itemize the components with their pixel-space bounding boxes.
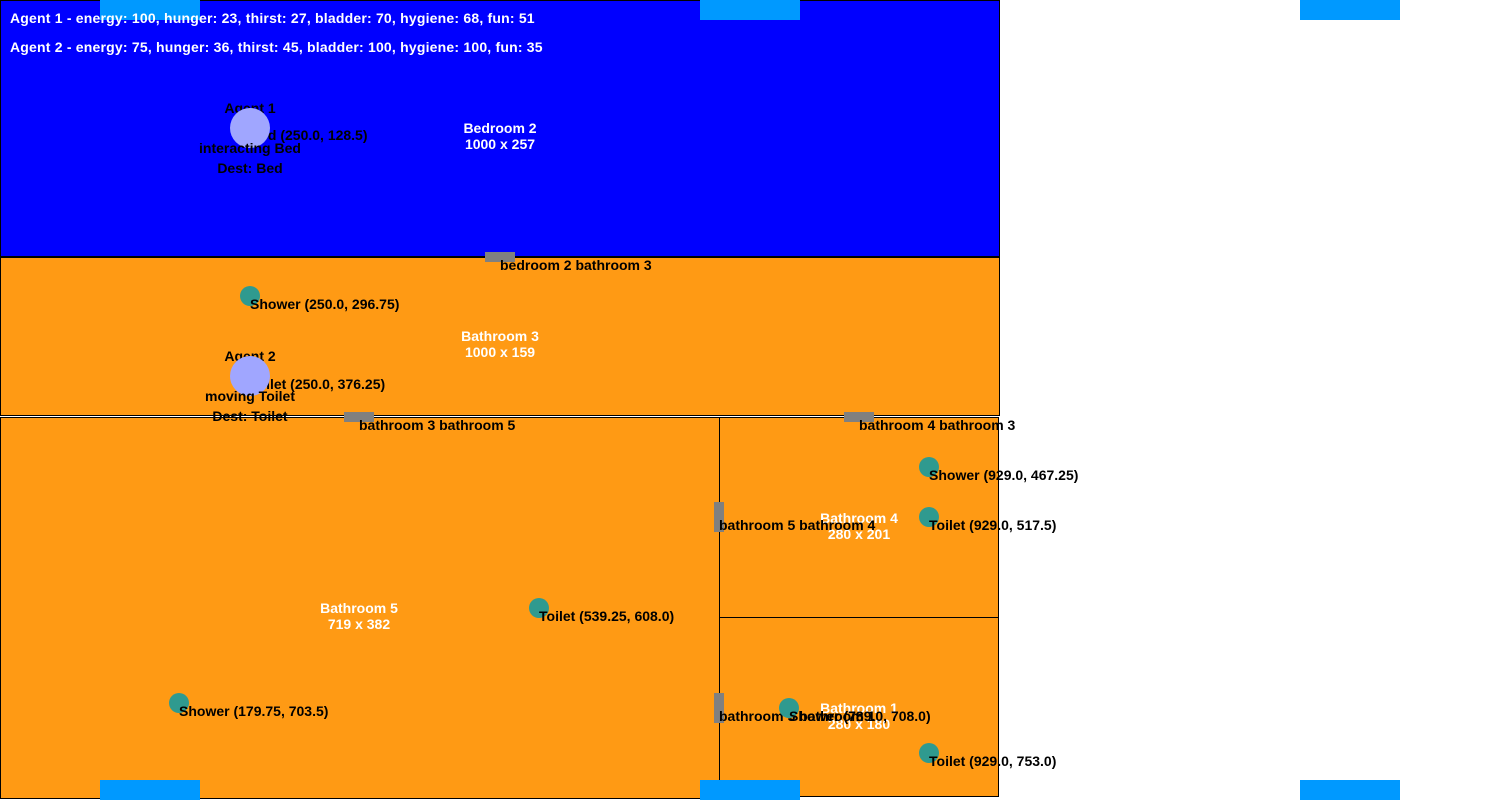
room-name: Bathroom 5	[320, 600, 398, 616]
room-bathroom-4	[719, 417, 999, 618]
agent-1-destination: Dest: Bed	[217, 160, 283, 176]
shower-object[interactable]	[779, 698, 799, 718]
room-name: Bathroom 3	[461, 328, 539, 344]
agent-2-status: Agent 2 - energy: 75, hunger: 36, thirst…	[10, 39, 543, 55]
marker-bottom-3	[1300, 780, 1400, 800]
door-bathroom4-bathroom3[interactable]	[844, 412, 874, 422]
toilet-object[interactable]	[529, 598, 549, 618]
door-bathroom3-bathroom5[interactable]	[344, 412, 374, 422]
shower-object[interactable]	[169, 693, 189, 713]
marker-bottom-2	[700, 780, 800, 800]
room-name: Bathroom 1	[820, 700, 898, 716]
agent-2-avatar[interactable]	[230, 356, 270, 396]
object-label: Shower (929.0, 467.25)	[929, 467, 1079, 483]
room-size: 280 x 180	[827, 716, 891, 732]
door-bedroom2-bathroom3[interactable]	[485, 252, 515, 262]
object-label: Shower (179.75, 703.5)	[179, 703, 329, 719]
agent-2-destination: Dest: Toilet	[212, 408, 288, 424]
agent-1-status: Agent 1 - energy: 100, hunger: 23, thirs…	[10, 10, 535, 26]
room-name: Bathroom 4	[820, 510, 898, 526]
room-bathroom-3	[0, 257, 1000, 416]
object-label: Shower (250.0, 296.75)	[250, 296, 400, 312]
door-bathroom5-bathroom1[interactable]	[714, 693, 724, 723]
marker-top-2	[700, 0, 800, 20]
room-size: 1000 x 257	[464, 136, 536, 152]
marker-top-1	[100, 0, 200, 20]
shower-object[interactable]	[240, 286, 260, 306]
toilet-object[interactable]	[919, 507, 939, 527]
room-label-bathroom-4: Bathroom 4 280 x 201	[820, 510, 898, 542]
room-name: Bedroom 2	[463, 120, 537, 136]
door-label: bathroom 3 bathroom 5	[359, 417, 516, 433]
object-label: Bed (250.0, 128.5)	[250, 127, 368, 143]
marker-bottom-1	[100, 780, 200, 800]
object-label: Shower (789.0, 708.0)	[789, 708, 931, 724]
door-label: bedroom 2 bathroom 3	[500, 257, 652, 273]
room-label-bedroom-2: Bedroom 2 1000 x 257	[463, 120, 536, 152]
toilet-object[interactable]	[919, 743, 939, 763]
room-size: 719 x 382	[327, 616, 391, 632]
room-size: 280 x 201	[827, 526, 891, 542]
door-label: bathroom 5 bathroom 1	[719, 708, 876, 724]
room-size: 1000 x 159	[464, 344, 536, 360]
object-label: Toilet (539.25, 608.0)	[539, 608, 675, 624]
room-bathroom-5	[0, 417, 720, 799]
marker-top-3	[1300, 0, 1400, 20]
object-label: Toilet (250.0, 376.25)	[250, 376, 386, 392]
room-label-bathroom-1: Bathroom 1 280 x 180	[820, 700, 898, 732]
room-label-bathroom-5: Bathroom 5 719 x 382	[320, 600, 398, 632]
object-label: Toilet (929.0, 753.0)	[929, 753, 1057, 769]
object-label: Toilet (929.0, 517.5)	[929, 517, 1057, 533]
door-label: bathroom 4 bathroom 3	[859, 417, 1016, 433]
agent-2-action: moving Toilet	[205, 388, 295, 404]
room-bathroom-1	[719, 617, 999, 797]
room-label-bathroom-3: Bathroom 3 1000 x 159	[461, 328, 539, 360]
door-bathroom5-bathroom4[interactable]	[714, 502, 724, 532]
agent-1-avatar[interactable]	[230, 108, 270, 148]
room-bedroom-2	[0, 0, 1000, 257]
shower-object[interactable]	[919, 457, 939, 477]
agent-1-action: interacting Bed	[199, 140, 301, 156]
door-label: bathroom 5 bathroom 4	[719, 517, 876, 533]
